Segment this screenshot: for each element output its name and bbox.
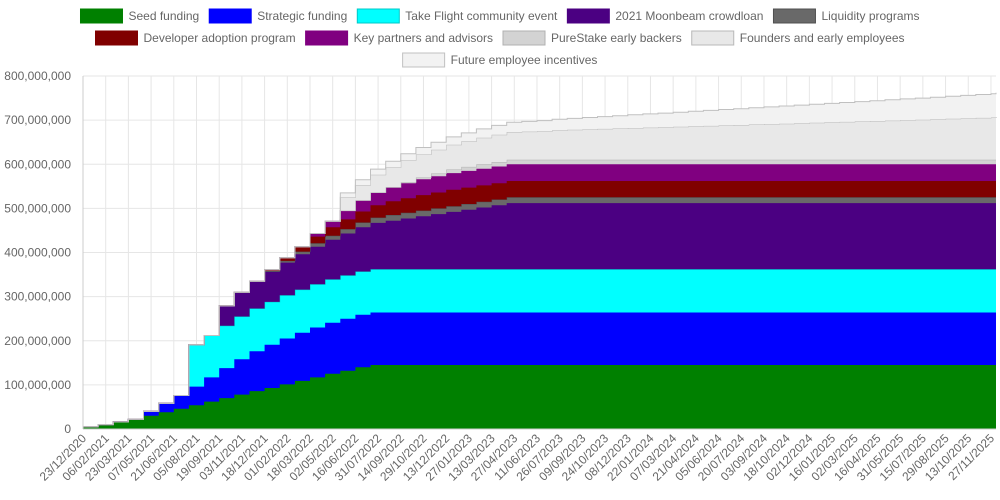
legend-swatch (305, 30, 349, 46)
legend-swatch (356, 8, 400, 24)
legend-label: Take Flight community event (405, 9, 558, 23)
legend-swatch (79, 8, 123, 24)
y-tick-label: 500,000,000 (4, 201, 71, 215)
legend-label: Liquidity programs (821, 9, 919, 23)
legend-swatch (208, 8, 252, 24)
legend-label: Founders and early employees (740, 31, 905, 45)
legend-swatch (95, 30, 138, 46)
y-tick-label: 100,000,000 (4, 378, 71, 392)
legend-label: Key partners and advisors (354, 31, 493, 45)
legend-swatch (772, 8, 816, 24)
legend-swatch (502, 30, 546, 46)
legend-item-key-partners-and-advisors[interactable]: Key partners and advisors (305, 30, 493, 46)
legend-label: PureStake early backers (551, 31, 682, 45)
series-area-founders-and-early-employees (83, 117, 996, 427)
y-tick-label: 600,000,000 (4, 157, 71, 171)
legend-item-developer-adoption-program[interactable]: Developer adoption program (95, 30, 296, 46)
series-area-strategic-funding (83, 312, 996, 427)
series-area-take-flight-community-event (83, 269, 996, 427)
y-tick-label: 800,000,000 (4, 69, 71, 83)
legend-item-future-employee-incentives[interactable]: Future employee incentives (402, 52, 598, 68)
series-areas (83, 92, 997, 429)
legend-label: Developer adoption program (144, 31, 296, 45)
y-tick-label: 200,000,000 (4, 334, 71, 348)
legend-item-strategic-funding[interactable]: Strategic funding (208, 8, 347, 24)
legend-swatch (691, 30, 735, 46)
legend-item-2021-moonbeam-crowdloan[interactable]: 2021 Moonbeam crowdloan (566, 8, 763, 24)
y-tick-label: 400,000,000 (4, 246, 71, 260)
legend-swatch (402, 52, 446, 68)
series-line-future-employee-incentives (83, 92, 997, 428)
legend-label: Seed funding (128, 9, 199, 23)
series-area-seed-funding (83, 365, 996, 429)
legend-item-founders-and-early-employees[interactable]: Founders and early employees (691, 30, 905, 46)
legend-label: Future employee incentives (451, 53, 598, 67)
legend-label: 2021 Moonbeam crowdloan (615, 9, 763, 23)
legend-item-purestake-early-backers[interactable]: PureStake early backers (502, 30, 682, 46)
y-tick-label: 700,000,000 (4, 113, 71, 127)
legend-item-seed-funding[interactable]: Seed funding (79, 8, 199, 24)
legend[interactable]: Seed funding Strategic funding Take Flight… (79, 8, 920, 68)
y-tick-label: 300,000,000 (4, 290, 71, 304)
y-tick-label: 0 (64, 422, 71, 436)
legend-swatch (566, 8, 610, 24)
legend-item-liquidity-programs[interactable]: Liquidity programs (772, 8, 920, 24)
legend-item-take-flight-community-event[interactable]: Take Flight community event (356, 8, 558, 24)
series-area-developer-adoption-program (83, 181, 996, 427)
series-area-2021-moonbeam-crowdloan (83, 203, 996, 427)
legend-label: Strategic funding (257, 9, 347, 23)
